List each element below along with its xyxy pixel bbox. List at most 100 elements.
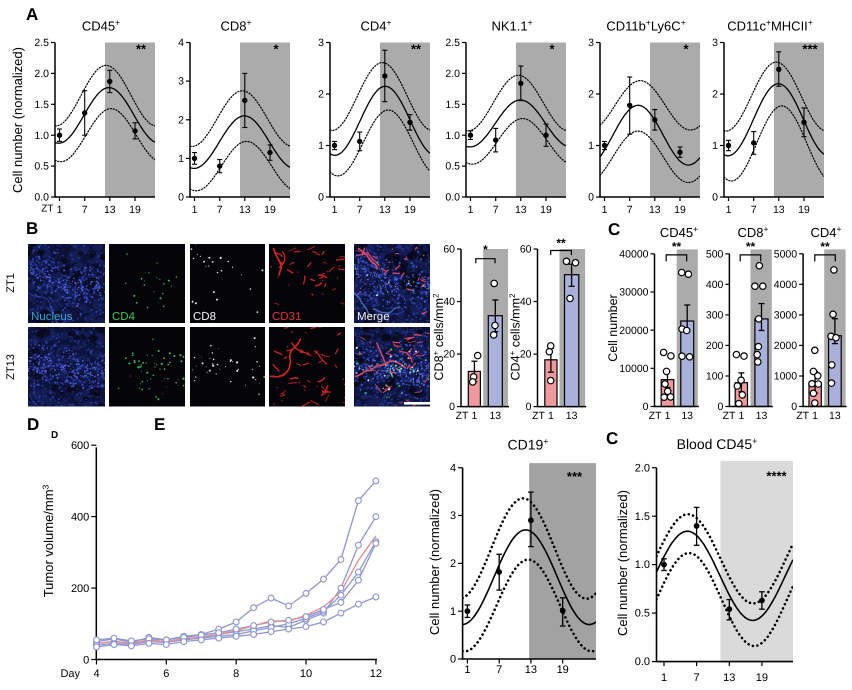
svg-text:CD4+: CD4+ bbox=[361, 18, 392, 34]
svg-text:*: * bbox=[483, 243, 488, 257]
svg-text:1: 1 bbox=[464, 664, 470, 676]
svg-text:200: 200 bbox=[706, 340, 724, 352]
svg-text:13: 13 bbox=[756, 410, 768, 422]
svg-text:40: 40 bbox=[520, 296, 532, 308]
svg-text:CD4: CD4 bbox=[112, 311, 136, 323]
svg-text:CD11b+Ly6C+: CD11b+Ly6C+ bbox=[606, 18, 685, 34]
svg-text:4: 4 bbox=[93, 668, 99, 680]
svg-text:40: 40 bbox=[443, 296, 455, 308]
svg-text:3: 3 bbox=[178, 76, 184, 88]
svg-text:19: 19 bbox=[756, 672, 768, 684]
svg-text:Nucleus: Nucleus bbox=[31, 311, 73, 323]
svg-text:4: 4 bbox=[450, 462, 456, 474]
svg-text:3: 3 bbox=[318, 37, 324, 49]
svg-text:19: 19 bbox=[129, 204, 141, 216]
svg-text:3: 3 bbox=[588, 37, 594, 49]
svg-text:2: 2 bbox=[450, 558, 456, 570]
svg-text:13: 13 bbox=[566, 410, 578, 422]
svg-text:****: **** bbox=[766, 469, 787, 484]
svg-text:Day: Day bbox=[60, 668, 80, 680]
svg-text:3: 3 bbox=[712, 37, 718, 49]
svg-text:1.5: 1.5 bbox=[445, 99, 460, 111]
svg-text:ZT: ZT bbox=[456, 410, 469, 422]
svg-text:1.0: 1.0 bbox=[34, 130, 49, 142]
svg-text:0.0: 0.0 bbox=[635, 656, 650, 668]
svg-text:19: 19 bbox=[674, 204, 686, 216]
svg-text:8: 8 bbox=[233, 668, 239, 680]
svg-text:***: *** bbox=[802, 42, 818, 57]
svg-text:D: D bbox=[51, 430, 58, 441]
svg-text:13: 13 bbox=[379, 204, 391, 216]
svg-text:7: 7 bbox=[496, 664, 502, 676]
svg-text:13: 13 bbox=[489, 410, 501, 422]
svg-text:Blood CD45+: Blood CD45+ bbox=[677, 436, 758, 452]
svg-text:1: 1 bbox=[471, 410, 477, 422]
svg-text:CD8: CD8 bbox=[193, 311, 216, 323]
svg-text:1.5: 1.5 bbox=[34, 99, 49, 111]
svg-text:D: D bbox=[27, 415, 39, 434]
svg-text:12: 12 bbox=[370, 668, 382, 680]
svg-text:1: 1 bbox=[726, 204, 732, 216]
svg-text:19: 19 bbox=[404, 204, 416, 216]
svg-text:1: 1 bbox=[661, 672, 667, 684]
svg-text:13: 13 bbox=[525, 664, 537, 676]
svg-text:0.5: 0.5 bbox=[445, 161, 460, 173]
svg-text:10: 10 bbox=[300, 668, 312, 680]
svg-text:7: 7 bbox=[357, 204, 363, 216]
svg-text:ZT: ZT bbox=[796, 410, 809, 422]
svg-text:1: 1 bbox=[712, 140, 718, 152]
svg-text:10000: 10000 bbox=[619, 363, 648, 375]
svg-text:200: 200 bbox=[71, 583, 89, 595]
svg-text:Cell number (normalized): Cell number (normalized) bbox=[10, 47, 25, 193]
svg-text:19: 19 bbox=[264, 204, 276, 216]
svg-text:400: 400 bbox=[706, 279, 724, 291]
svg-text:7: 7 bbox=[751, 204, 757, 216]
svg-text:0: 0 bbox=[718, 401, 724, 413]
svg-text:CD45+: CD45+ bbox=[82, 18, 120, 34]
svg-text:CD19+: CD19+ bbox=[507, 437, 548, 453]
svg-text:CD4+ cells/mm2: CD4+ cells/mm2 bbox=[508, 293, 523, 380]
svg-text:1: 1 bbox=[178, 153, 184, 165]
svg-text:7: 7 bbox=[217, 204, 223, 216]
svg-text:CD8+ cells/mm2: CD8+ cells/mm2 bbox=[432, 293, 447, 380]
svg-text:C: C bbox=[606, 429, 618, 448]
svg-text:1.0: 1.0 bbox=[445, 130, 460, 142]
svg-text:Cell number (normalized): Cell number (normalized) bbox=[615, 490, 630, 636]
svg-text:NK1.1+: NK1.1+ bbox=[491, 18, 532, 34]
svg-text:1: 1 bbox=[57, 204, 63, 216]
svg-text:ZT: ZT bbox=[649, 410, 662, 422]
svg-text:13: 13 bbox=[681, 410, 693, 422]
svg-text:1: 1 bbox=[468, 204, 474, 216]
svg-text:Cell number: Cell number bbox=[606, 294, 620, 361]
svg-text:20: 20 bbox=[520, 349, 532, 361]
svg-text:13: 13 bbox=[723, 672, 735, 684]
svg-text:ZT: ZT bbox=[723, 410, 736, 422]
svg-text:2000: 2000 bbox=[774, 340, 798, 352]
svg-text:3: 3 bbox=[450, 510, 456, 522]
svg-text:0: 0 bbox=[588, 192, 594, 204]
svg-text:4000: 4000 bbox=[774, 279, 798, 291]
svg-text:20000: 20000 bbox=[619, 325, 648, 337]
svg-text:1: 1 bbox=[665, 410, 671, 422]
svg-text:19: 19 bbox=[540, 204, 552, 216]
svg-text:2.5: 2.5 bbox=[445, 37, 460, 49]
svg-text:3000: 3000 bbox=[774, 310, 798, 322]
svg-text:C: C bbox=[608, 220, 620, 239]
svg-text:Cell number (normalized): Cell number (normalized) bbox=[427, 489, 442, 635]
svg-text:1: 1 bbox=[192, 204, 198, 216]
svg-text:5000: 5000 bbox=[774, 248, 798, 260]
svg-text:1.0: 1.0 bbox=[635, 559, 650, 571]
svg-text:300: 300 bbox=[706, 310, 724, 322]
svg-text:600: 600 bbox=[71, 440, 89, 452]
svg-text:CD8+: CD8+ bbox=[221, 18, 252, 34]
svg-text:0.0: 0.0 bbox=[445, 192, 460, 204]
svg-text:0.5: 0.5 bbox=[34, 161, 49, 173]
svg-text:**: ** bbox=[136, 42, 147, 57]
svg-text:13: 13 bbox=[104, 204, 116, 216]
svg-text:7: 7 bbox=[694, 672, 700, 684]
svg-text:30000: 30000 bbox=[619, 287, 648, 299]
svg-text:E: E bbox=[154, 415, 165, 434]
svg-text:13: 13 bbox=[515, 204, 527, 216]
svg-text:7: 7 bbox=[627, 204, 633, 216]
svg-text:2.5: 2.5 bbox=[34, 37, 49, 49]
